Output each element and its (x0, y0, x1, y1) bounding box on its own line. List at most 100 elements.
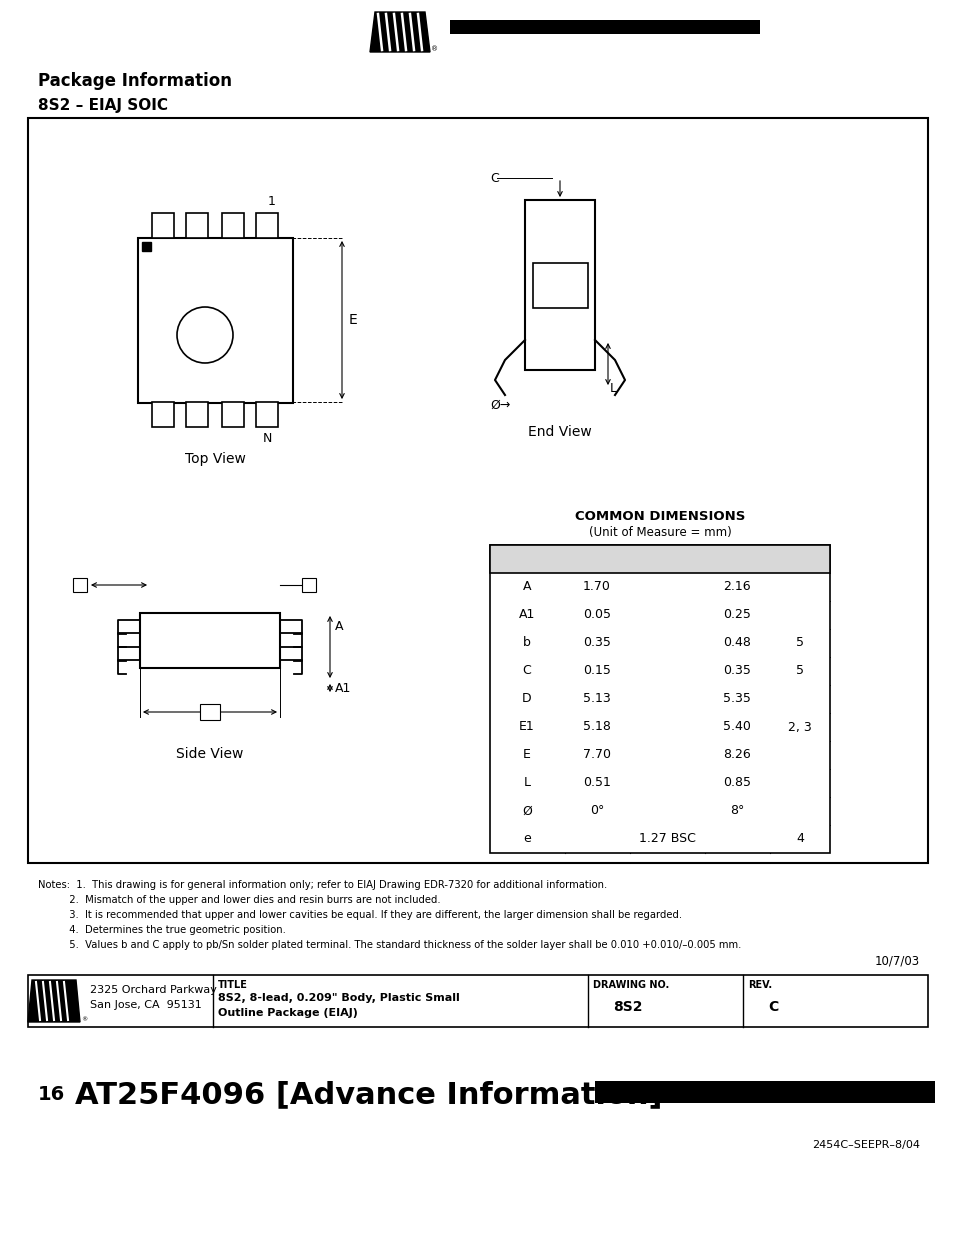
Text: Package Information: Package Information (38, 72, 232, 90)
Bar (152, 212, 173, 238)
Text: 5.35: 5.35 (722, 693, 750, 705)
Text: 1.70: 1.70 (582, 580, 610, 594)
Bar (302, 578, 315, 592)
Text: 5.13: 5.13 (582, 693, 610, 705)
Text: MIN: MIN (583, 552, 609, 566)
Text: E1: E1 (552, 279, 567, 291)
Text: Outline Package (EIAJ): Outline Package (EIAJ) (218, 1008, 357, 1018)
Text: A: A (522, 580, 531, 594)
Text: (Unit of Measure = mm): (Unit of Measure = mm) (588, 526, 731, 538)
Text: 2.  Mismatch of the upper and lower dies and resin burrs are not included.: 2. Mismatch of the upper and lower dies … (38, 895, 440, 905)
Circle shape (177, 308, 233, 363)
Text: L: L (609, 382, 617, 394)
Text: DRAWING NO.: DRAWING NO. (593, 981, 669, 990)
Text: b: b (305, 580, 313, 590)
Bar (490, 545, 829, 853)
Text: N: N (262, 432, 272, 445)
Bar (222, 212, 244, 238)
Text: 2325 Orchard Parkway: 2325 Orchard Parkway (90, 986, 216, 995)
Text: 5: 5 (795, 664, 803, 678)
Text: 0.25: 0.25 (722, 609, 750, 621)
Bar (186, 212, 208, 238)
Text: TITLE: TITLE (218, 981, 248, 990)
Text: 10/7/03: 10/7/03 (874, 955, 919, 968)
Text: Notes:  1.  This drawing is for general information only; refer to EIAJ Drawing : Notes: 1. This drawing is for general in… (38, 881, 607, 890)
Bar (138, 238, 293, 403)
Text: 5.  Values b and C apply to pb/Sn solder plated terminal. The standard thickness: 5. Values b and C apply to pb/Sn solder … (38, 940, 740, 950)
Text: A: A (335, 620, 343, 634)
Text: 2454C–SEEPR–8/04: 2454C–SEEPR–8/04 (811, 1140, 919, 1150)
Text: 0.35: 0.35 (722, 664, 750, 678)
Text: 0.15: 0.15 (582, 664, 610, 678)
Text: e: e (522, 832, 530, 846)
Bar (142, 242, 151, 251)
Bar (595, 1081, 934, 1103)
Text: E: E (349, 312, 357, 327)
Text: SYMBOL: SYMBOL (499, 552, 554, 566)
Text: 3.  It is recommended that upper and lower cavities be equal. If they are differ: 3. It is recommended that upper and lowe… (38, 910, 681, 920)
Text: 8S2 – EIAJ SOIC: 8S2 – EIAJ SOIC (38, 98, 168, 112)
Text: 8°: 8° (729, 804, 743, 818)
Text: 0.48: 0.48 (722, 636, 750, 650)
Text: 0°: 0° (589, 804, 603, 818)
Text: Top View: Top View (184, 452, 245, 466)
Text: 7.70: 7.70 (582, 748, 610, 762)
Text: 0.05: 0.05 (582, 609, 610, 621)
Bar (255, 212, 277, 238)
Text: C: C (767, 1000, 778, 1014)
Text: 2, 3: 2, 3 (787, 720, 811, 734)
Text: A1: A1 (335, 682, 351, 694)
Text: 1.27 BSC: 1.27 BSC (638, 832, 695, 846)
Bar (28, 974, 927, 1028)
Text: NOM: NOM (651, 552, 682, 566)
Text: b: b (522, 636, 531, 650)
Text: 1: 1 (268, 195, 275, 207)
Text: C: C (522, 664, 531, 678)
Text: San Jose, CA  95131: San Jose, CA 95131 (90, 1000, 201, 1010)
Text: 2.16: 2.16 (722, 580, 750, 594)
Text: 8S2, 8-lead, 0.209" Body, Plastic Small: 8S2, 8-lead, 0.209" Body, Plastic Small (218, 993, 459, 1003)
Bar (152, 403, 173, 427)
Text: 16: 16 (38, 1086, 65, 1104)
Polygon shape (28, 981, 80, 1023)
Text: ATMEL: ATMEL (41, 998, 67, 1004)
Text: e: e (76, 580, 83, 590)
Bar (524, 200, 595, 370)
Bar (186, 403, 208, 427)
Text: 5: 5 (795, 636, 803, 650)
Text: 5.18: 5.18 (582, 720, 610, 734)
Text: Ø→: Ø→ (490, 399, 510, 411)
Text: 5.40: 5.40 (722, 720, 750, 734)
Bar (200, 704, 220, 720)
Text: MAX: MAX (721, 552, 751, 566)
Text: NOTE: NOTE (781, 552, 818, 566)
Bar (490, 545, 829, 573)
Text: C: C (490, 172, 498, 184)
Text: Side View: Side View (176, 747, 243, 761)
Bar (28, 119, 927, 863)
Text: D: D (205, 705, 214, 719)
Text: COMMON DIMENSIONS: COMMON DIMENSIONS (575, 510, 744, 522)
Text: ATMEL: ATMEL (386, 32, 417, 41)
Text: 4.  Determines the true geometric position.: 4. Determines the true geometric positio… (38, 925, 286, 935)
Text: 0.35: 0.35 (582, 636, 610, 650)
Text: REV.: REV. (747, 981, 771, 990)
Bar (450, 20, 760, 35)
Text: ®: ® (431, 46, 437, 52)
Bar (533, 263, 587, 308)
Bar (73, 578, 87, 592)
Bar (222, 403, 244, 427)
Text: E1: E1 (518, 720, 535, 734)
Bar (0, 1030, 953, 1235)
Text: Ø: Ø (521, 804, 532, 818)
Text: E: E (522, 748, 531, 762)
Text: AT25F4096 [Advance Information]: AT25F4096 [Advance Information] (75, 1081, 661, 1109)
Bar (140, 613, 280, 668)
Text: L: L (523, 777, 530, 789)
Text: A1: A1 (518, 609, 535, 621)
Bar (255, 403, 277, 427)
Text: 0.51: 0.51 (582, 777, 610, 789)
Text: 0.85: 0.85 (722, 777, 750, 789)
Text: 8.26: 8.26 (722, 748, 750, 762)
Polygon shape (370, 12, 430, 52)
